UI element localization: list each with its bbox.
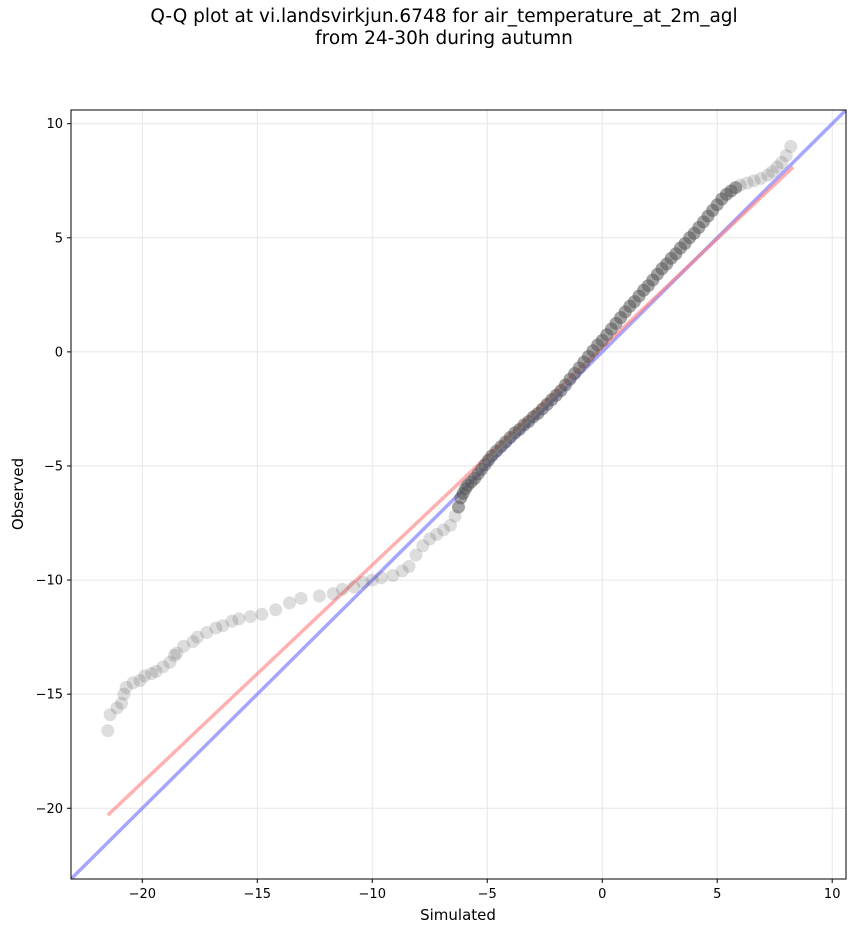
data-point	[326, 587, 340, 601]
data-point	[779, 149, 793, 163]
data-point	[409, 548, 423, 562]
data-point	[126, 676, 140, 690]
plot-frame	[70, 109, 847, 880]
data-point	[374, 571, 388, 585]
data-point	[186, 635, 200, 649]
x-tick-label: 10	[824, 887, 841, 902]
x-tick-label: 5	[713, 887, 721, 902]
data-point	[386, 569, 400, 583]
ticks: −20 −15 −10 −5 0 5 10 10 5 0 −5 −10 −15 −20	[36, 117, 841, 902]
data-point	[294, 591, 308, 605]
data-point	[110, 701, 124, 715]
grid	[71, 110, 846, 879]
x-tick-label: −15	[244, 887, 271, 902]
data-point	[775, 155, 789, 169]
data-point	[282, 596, 296, 610]
data-point	[200, 626, 214, 640]
data-point	[416, 539, 430, 553]
data-point	[243, 610, 257, 624]
data-point	[395, 564, 409, 578]
y-tick-label: −20	[36, 802, 63, 817]
data-point	[269, 603, 283, 617]
data-point	[312, 589, 326, 603]
data-point	[149, 664, 163, 678]
data-point	[740, 176, 754, 190]
data-point	[754, 171, 768, 185]
y-tick-label: 0	[55, 345, 63, 360]
data-point	[784, 140, 798, 154]
chart-title: Q-Q plot at vi.landsvirkjun.6748 for air…	[0, 6, 854, 50]
data-point	[729, 181, 743, 195]
data-point	[119, 680, 133, 694]
data-point	[765, 165, 779, 179]
data-point	[209, 621, 223, 635]
x-tick-label: 0	[598, 887, 606, 902]
data-point	[437, 523, 451, 537]
data-point	[761, 168, 775, 182]
y-tick-label: 5	[55, 231, 63, 246]
y-tick-label: −15	[36, 688, 63, 703]
data-point	[144, 667, 158, 681]
data-point	[216, 619, 230, 633]
data-point	[443, 518, 457, 532]
data-point	[335, 582, 349, 596]
data-point	[733, 178, 747, 192]
data-point	[356, 575, 370, 589]
x-axis-label: Simulated	[420, 906, 496, 924]
y-tick-label: −5	[44, 459, 63, 474]
data-point	[167, 648, 181, 662]
y-tick-label: 10	[46, 117, 63, 132]
data-point	[101, 724, 115, 738]
chart-title-line2: from 24-30h during autumn	[315, 28, 573, 49]
fit-line	[106, 165, 795, 817]
data-point	[117, 687, 131, 701]
data-point	[232, 612, 246, 626]
y-axis-label: Observed	[9, 458, 27, 530]
plot-area	[71, 110, 846, 879]
x-tick-label: −20	[129, 887, 156, 902]
data-point	[225, 614, 239, 628]
chart-title-line1: Q-Q plot at vi.landsvirkjun.6748 for air…	[150, 6, 738, 27]
data-point	[163, 655, 177, 669]
data-point	[770, 160, 784, 174]
data-point	[190, 630, 204, 644]
data-point	[402, 559, 416, 573]
y-tick-label: −10	[36, 574, 63, 589]
data-point	[103, 708, 117, 722]
x-tick-label: −10	[359, 887, 386, 902]
data-point	[170, 646, 184, 660]
data-point	[177, 639, 191, 653]
data-point	[115, 696, 129, 710]
data-point	[138, 669, 152, 683]
data-point	[133, 673, 147, 687]
data-point	[365, 573, 379, 587]
x-tick-label: −5	[478, 887, 497, 902]
data-point	[423, 532, 437, 546]
data-point	[255, 607, 269, 621]
data-point	[747, 174, 761, 188]
data-point	[156, 660, 170, 674]
data-point	[347, 580, 361, 594]
data-point	[430, 527, 444, 541]
